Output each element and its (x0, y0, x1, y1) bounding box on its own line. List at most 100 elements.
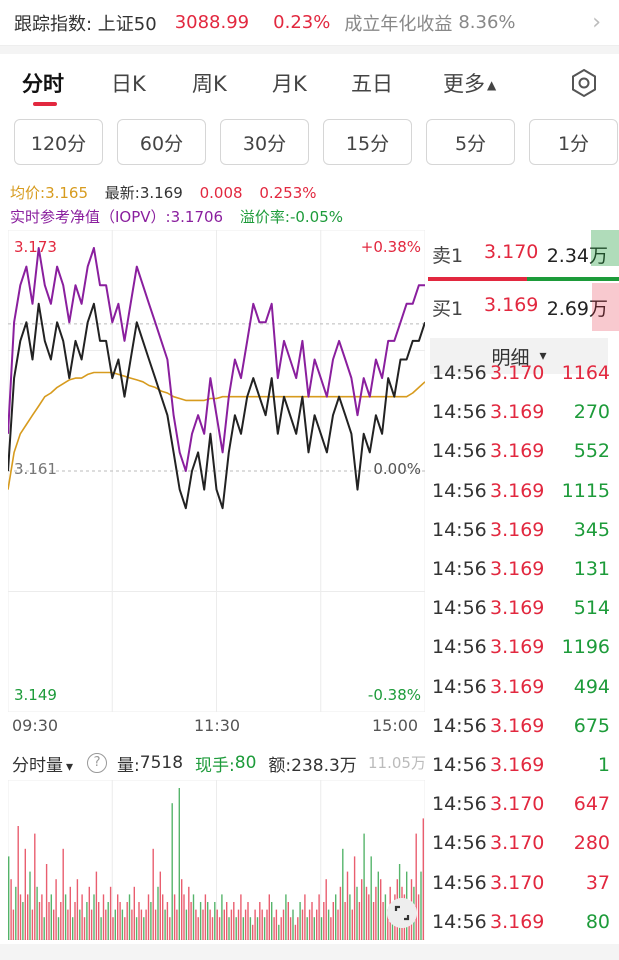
volume-bar (285, 894, 287, 940)
volume-bar (207, 902, 209, 940)
bid-1-volume: 2.69万 (546, 298, 608, 320)
period-1min-button[interactable]: 1分 (529, 119, 618, 165)
volume-bar (147, 894, 150, 940)
premium-value: -0.05% (289, 208, 344, 226)
volume-bar (337, 909, 339, 940)
trade-price: 3.169 (490, 518, 545, 541)
volume-bar (263, 917, 266, 940)
trade-volume: 1196 (561, 636, 610, 659)
trade-detail-list[interactable]: 14:56 3.170 1164 14:56 3.169 270 14:56 3.169 552… (430, 360, 619, 942)
volume-bar (150, 902, 152, 940)
volume-bar (102, 894, 105, 940)
tab-five-day[interactable]: 五日 (351, 72, 393, 96)
volume-bar (221, 894, 223, 940)
iopv-value: 3.1706 (170, 208, 224, 226)
volume-bar (387, 909, 389, 940)
ask-1-volume: 2.34万 (546, 245, 608, 267)
volume-bar (216, 909, 218, 940)
tracking-index-label: 跟踪指数: 上证50 (14, 13, 157, 35)
volume-chart[interactable] (7, 779, 426, 941)
detail-dropdown[interactable]: 明细 ▾ (430, 338, 608, 374)
volume-bar (353, 856, 356, 940)
period-60min-button[interactable]: 60分 (117, 119, 206, 165)
amount-value: 238.3万 (291, 755, 357, 776)
trade-row: 14:56 3.170 280 (430, 824, 610, 863)
volume-bar (112, 917, 114, 940)
trade-price: 3.169 (490, 754, 545, 776)
volume-bar (292, 909, 294, 940)
volume-bar (157, 886, 159, 940)
tab-monthly-k[interactable]: 月K (272, 72, 307, 96)
volume-bar (372, 902, 375, 940)
intraday-chart[interactable]: 3.173 3.161 3.149 +0.38% 0.00% -0.38% (7, 229, 426, 713)
volume-bar (325, 879, 327, 940)
volume-bar (320, 917, 323, 940)
volume-bar (268, 894, 270, 940)
tab-weekly-k[interactable]: 周K (192, 72, 227, 96)
volume-bar (162, 894, 164, 940)
avg-price-label: 均价: (10, 184, 46, 202)
volume-bar (422, 818, 424, 940)
volume-bar (50, 894, 52, 940)
volume-type-dropdown[interactable]: 分时量 ▾ (12, 751, 73, 776)
volume-bar (280, 917, 282, 940)
chevron-right-icon[interactable]: › (592, 10, 601, 35)
volume-bar (98, 902, 100, 940)
period-120min-button[interactable]: 120分 (14, 119, 103, 165)
amount-label: 额: (268, 755, 292, 776)
volume-bar (370, 856, 372, 940)
trade-time: 14:56 (432, 401, 487, 424)
volume-bar (55, 879, 57, 940)
tab-more-label: 更多 (443, 72, 485, 96)
trade-time: 14:56 (432, 597, 487, 620)
volume-bar (12, 909, 15, 940)
tracking-index-bar[interactable]: 跟踪指数: 上证50 3088.99 0.23% 成立年化收益 8.36% › (0, 0, 619, 46)
bid-1-row[interactable]: 买1 3.169 2.69万 (428, 283, 608, 331)
volume-bar (105, 909, 107, 940)
tab-more[interactable]: 更多 ▲ (443, 68, 496, 98)
volume-bar (176, 909, 178, 940)
volume-bar (19, 894, 22, 940)
minute-period-selector: 120分 60分 30分 15分 5分 1分 (0, 119, 619, 169)
tab-intraday[interactable]: 分时 (22, 72, 64, 96)
volume-bar (313, 917, 315, 940)
period-15min-button[interactable]: 15分 (323, 119, 412, 165)
volume-bar (306, 917, 308, 940)
caret-down-icon: ▾ (539, 348, 547, 364)
volume-bar (29, 871, 31, 940)
trade-row: 14:56 3.169 514 (430, 589, 610, 628)
trade-time: 14:56 (432, 832, 487, 855)
volume-bar (235, 917, 237, 940)
pct-axis-mid-label: 0.00% (373, 460, 421, 478)
volume-bar (282, 909, 285, 940)
volume-bar (380, 879, 382, 940)
bottom-divider (0, 944, 619, 960)
trade-time: 14:56 (432, 910, 487, 933)
index-value: 3088.99 (174, 12, 250, 33)
trade-time: 14:56 (432, 871, 487, 894)
volume-bar (53, 909, 55, 940)
volume-bar (60, 902, 62, 940)
avg-price-value: 3.165 (45, 184, 89, 202)
trade-price: 3.170 (490, 871, 545, 894)
volume-bar (228, 917, 230, 940)
volume-bar (48, 902, 50, 940)
annual-return-label: 成立年化收益 (344, 13, 453, 35)
volume-bar (36, 886, 38, 940)
trade-row: 14:56 3.170 1164 (430, 360, 610, 393)
y-axis-top-label: 3.173 (14, 238, 57, 256)
tab-daily-k[interactable]: 日K (111, 72, 146, 96)
volume-bar (226, 902, 228, 940)
expand-chart-icon[interactable] (387, 898, 417, 928)
settings-hexagon-icon[interactable] (569, 68, 599, 98)
period-5min-button[interactable]: 5分 (426, 119, 515, 165)
caret-up-icon: ▲ (487, 78, 497, 92)
ask-1-row[interactable]: 卖1 3.170 2.34万 (428, 230, 608, 278)
trade-time: 14:56 (432, 362, 487, 384)
volume-bar (181, 879, 183, 940)
price-change-pct: 0.253% (259, 184, 317, 202)
help-icon[interactable]: ? (87, 753, 108, 773)
trade-row: 14:56 3.169 345 (430, 511, 610, 550)
volume-bar (218, 917, 221, 940)
period-30min-button[interactable]: 30分 (220, 119, 309, 165)
